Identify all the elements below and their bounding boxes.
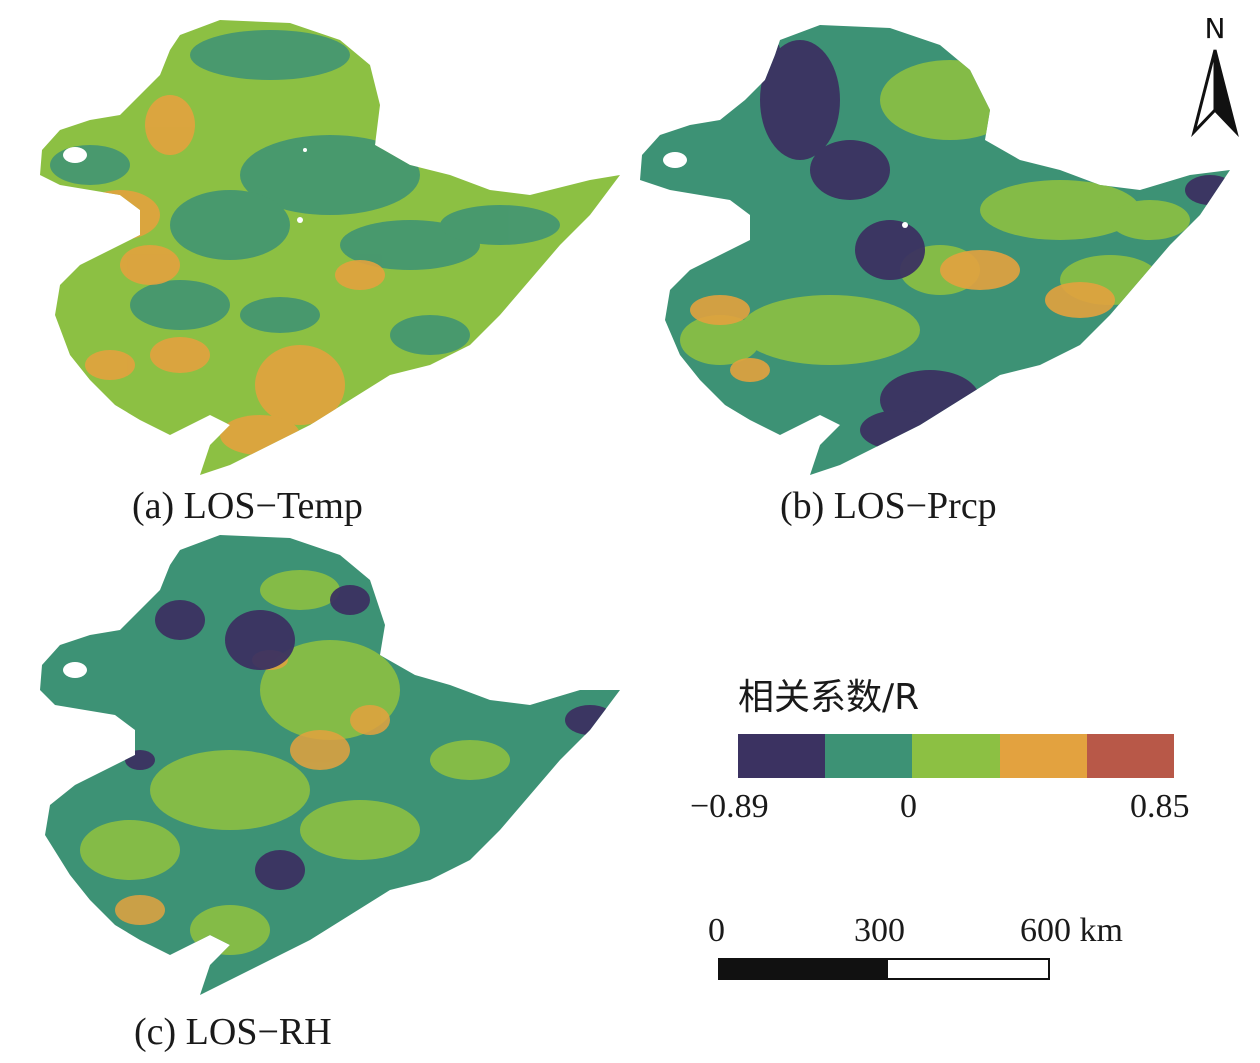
legend-color-bar bbox=[738, 734, 1175, 778]
legend-swatch-4 bbox=[999, 734, 1087, 778]
scale-bar-black-segment bbox=[718, 958, 886, 980]
legend-min-label: −0.89 bbox=[690, 788, 769, 825]
caption-los-temp: (a) LOS−Temp bbox=[132, 485, 363, 527]
caption-los-rh: (c) LOS−RH bbox=[134, 1011, 332, 1053]
legend-mid-label: 0 bbox=[900, 788, 917, 825]
legend-swatch-3 bbox=[912, 734, 1000, 778]
legend-max-label: 0.85 bbox=[1130, 788, 1190, 825]
legend: 相关系数/R −0.89 0 0.85 bbox=[690, 668, 1220, 838]
north-label: N bbox=[1205, 12, 1226, 45]
scale-bar: 0 300 600 km bbox=[700, 912, 1170, 992]
scale-label-600: 600 km bbox=[1020, 912, 1123, 949]
legend-swatch-1 bbox=[738, 734, 826, 778]
scale-label-0: 0 bbox=[708, 912, 725, 949]
legend-swatch-2 bbox=[825, 734, 913, 778]
map-los-rh bbox=[40, 535, 620, 995]
legend-swatch-5 bbox=[1086, 734, 1175, 778]
north-arrow: N bbox=[1180, 10, 1250, 140]
map-los-temp bbox=[40, 20, 620, 475]
map-panel-los-rh bbox=[30, 530, 630, 1000]
map-panel-los-temp bbox=[30, 15, 630, 475]
caption-los-prcp: (b) LOS−Prcp bbox=[780, 485, 997, 527]
legend-title: 相关系数/R bbox=[738, 677, 920, 718]
map-los-prcp bbox=[640, 25, 1230, 475]
scale-label-300: 300 bbox=[854, 912, 905, 949]
scale-bar-white-segment bbox=[886, 958, 1050, 980]
north-arrow-icon: N bbox=[1191, 12, 1239, 138]
map-panel-los-prcp bbox=[630, 20, 1250, 480]
